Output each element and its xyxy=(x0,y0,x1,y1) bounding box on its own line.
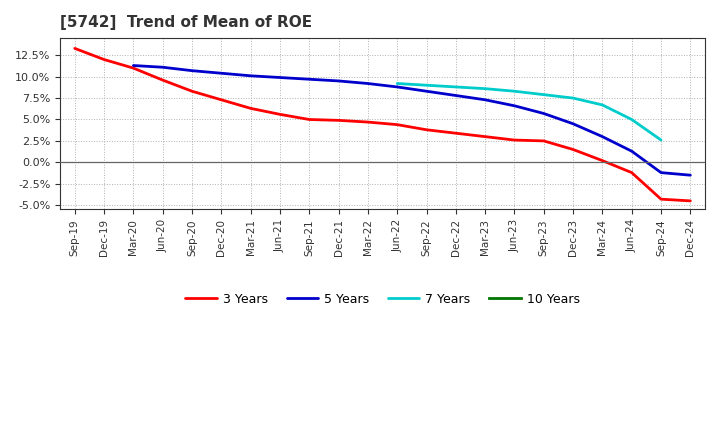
5 Years xyxy=(481,97,490,103)
5 Years xyxy=(246,73,255,78)
7 Years xyxy=(657,137,665,143)
3 Years xyxy=(451,131,460,136)
5 Years xyxy=(657,170,665,175)
5 Years xyxy=(627,149,636,154)
3 Years xyxy=(246,106,255,111)
3 Years xyxy=(364,119,372,125)
5 Years xyxy=(305,77,314,82)
3 Years xyxy=(276,112,284,117)
7 Years xyxy=(422,83,431,88)
5 Years xyxy=(276,75,284,80)
5 Years xyxy=(364,81,372,86)
3 Years xyxy=(569,147,577,152)
3 Years xyxy=(129,66,138,71)
7 Years xyxy=(481,86,490,91)
7 Years xyxy=(627,117,636,122)
5 Years xyxy=(686,172,695,178)
5 Years xyxy=(393,84,402,90)
5 Years xyxy=(129,63,138,68)
3 Years xyxy=(686,198,695,204)
5 Years xyxy=(217,70,225,76)
5 Years xyxy=(539,111,548,116)
5 Years xyxy=(334,78,343,84)
Line: 3 Years: 3 Years xyxy=(75,48,690,201)
Legend: 3 Years, 5 Years, 7 Years, 10 Years: 3 Years, 5 Years, 7 Years, 10 Years xyxy=(180,288,585,311)
3 Years xyxy=(158,77,167,83)
3 Years xyxy=(217,97,225,103)
7 Years xyxy=(569,95,577,101)
5 Years xyxy=(451,93,460,98)
5 Years xyxy=(569,121,577,126)
7 Years xyxy=(539,92,548,97)
3 Years xyxy=(393,122,402,127)
5 Years xyxy=(158,65,167,70)
5 Years xyxy=(188,68,197,73)
3 Years xyxy=(305,117,314,122)
5 Years xyxy=(510,103,519,108)
3 Years xyxy=(100,57,109,62)
3 Years xyxy=(510,137,519,143)
3 Years xyxy=(422,127,431,132)
3 Years xyxy=(71,46,79,51)
5 Years xyxy=(598,134,607,139)
Line: 7 Years: 7 Years xyxy=(397,84,661,140)
3 Years xyxy=(481,134,490,139)
3 Years xyxy=(657,197,665,202)
Line: 5 Years: 5 Years xyxy=(133,66,690,175)
7 Years xyxy=(451,84,460,90)
7 Years xyxy=(510,88,519,94)
3 Years xyxy=(539,138,548,143)
7 Years xyxy=(393,81,402,86)
3 Years xyxy=(598,158,607,163)
3 Years xyxy=(188,88,197,94)
7 Years xyxy=(598,102,607,107)
3 Years xyxy=(627,170,636,175)
3 Years xyxy=(334,118,343,123)
Text: [5742]  Trend of Mean of ROE: [5742] Trend of Mean of ROE xyxy=(60,15,312,30)
5 Years xyxy=(422,88,431,94)
